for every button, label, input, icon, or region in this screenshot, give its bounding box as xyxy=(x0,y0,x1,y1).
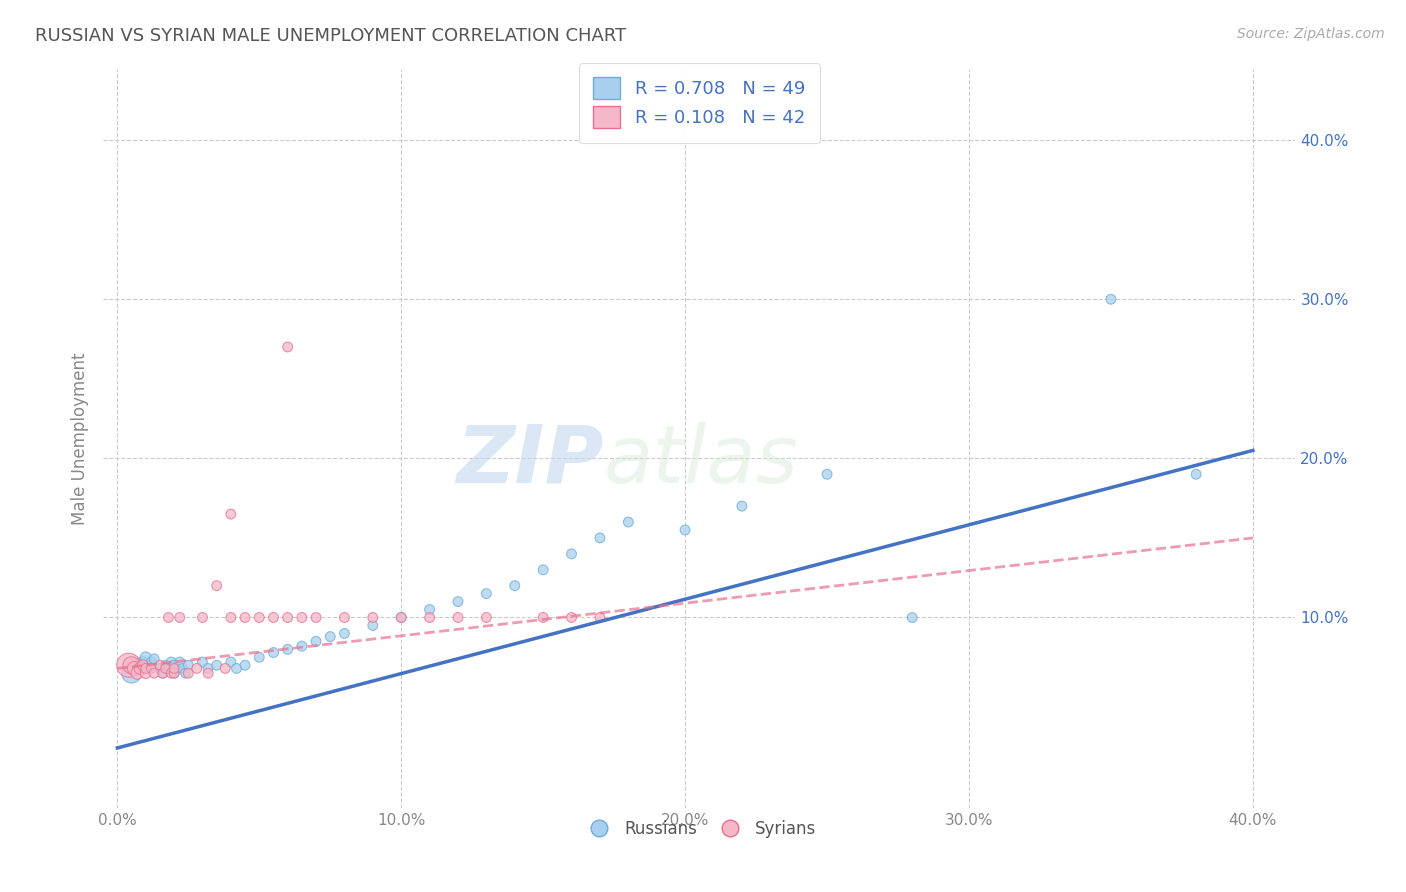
Point xyxy=(389,610,412,624)
Point xyxy=(815,467,838,482)
Point xyxy=(361,618,384,632)
Point xyxy=(143,652,166,666)
Point xyxy=(205,658,228,673)
Point xyxy=(531,610,554,624)
Point xyxy=(186,661,208,675)
Point xyxy=(233,658,256,673)
Point xyxy=(132,655,155,669)
Point xyxy=(247,610,270,624)
Point xyxy=(166,661,188,675)
Point xyxy=(121,658,143,673)
Point xyxy=(219,507,242,521)
Point xyxy=(152,666,174,681)
Point xyxy=(262,610,284,624)
Legend: Russians, Syrians: Russians, Syrians xyxy=(575,814,823,845)
Point xyxy=(277,340,299,354)
Point xyxy=(155,661,177,675)
Point xyxy=(219,610,242,624)
Point xyxy=(561,547,583,561)
Point xyxy=(127,658,149,673)
Point xyxy=(177,658,200,673)
Point xyxy=(361,610,384,624)
Point xyxy=(163,666,186,681)
Point xyxy=(141,655,163,669)
Point xyxy=(319,630,342,644)
Point xyxy=(561,610,583,624)
Point xyxy=(673,523,696,537)
Point xyxy=(419,610,441,624)
Point xyxy=(475,610,498,624)
Point xyxy=(225,661,247,675)
Point xyxy=(129,661,152,675)
Point xyxy=(589,610,612,624)
Point xyxy=(163,666,186,681)
Point xyxy=(172,661,194,675)
Point xyxy=(305,634,328,648)
Point xyxy=(291,639,314,653)
Point xyxy=(141,661,163,675)
Point xyxy=(169,655,191,669)
Point xyxy=(177,666,200,681)
Point xyxy=(157,610,180,624)
Point xyxy=(277,610,299,624)
Point xyxy=(305,610,328,624)
Point xyxy=(160,655,183,669)
Point xyxy=(214,661,236,675)
Point xyxy=(149,658,172,673)
Text: ZIP: ZIP xyxy=(457,422,605,500)
Point xyxy=(157,661,180,675)
Point xyxy=(247,650,270,665)
Point xyxy=(219,655,242,669)
Point xyxy=(447,594,470,608)
Point xyxy=(174,666,197,681)
Point xyxy=(589,531,612,545)
Point xyxy=(197,666,219,681)
Point xyxy=(291,610,314,624)
Point xyxy=(129,658,152,673)
Text: atlas: atlas xyxy=(605,422,799,500)
Point xyxy=(143,666,166,681)
Point xyxy=(389,610,412,624)
Text: Source: ZipAtlas.com: Source: ZipAtlas.com xyxy=(1237,27,1385,41)
Point xyxy=(132,658,155,673)
Point xyxy=(1185,467,1208,482)
Point xyxy=(233,610,256,624)
Point xyxy=(118,658,141,673)
Point xyxy=(333,626,356,640)
Point xyxy=(163,661,186,675)
Point xyxy=(205,579,228,593)
Point xyxy=(163,658,186,673)
Point xyxy=(135,650,157,665)
Point xyxy=(447,610,470,624)
Point xyxy=(731,499,754,513)
Point xyxy=(149,661,172,675)
Point xyxy=(419,602,441,616)
Point xyxy=(121,666,143,681)
Point xyxy=(160,666,183,681)
Point xyxy=(124,661,146,675)
Point xyxy=(127,666,149,681)
Point xyxy=(197,661,219,675)
Point xyxy=(333,610,356,624)
Point xyxy=(191,655,214,669)
Point xyxy=(531,563,554,577)
Point xyxy=(475,587,498,601)
Point xyxy=(135,658,157,673)
Point xyxy=(1099,292,1122,306)
Point xyxy=(503,579,526,593)
Point xyxy=(135,666,157,681)
Point xyxy=(152,666,174,681)
Point xyxy=(901,610,924,624)
Point xyxy=(262,646,284,660)
Point xyxy=(191,610,214,624)
Point xyxy=(617,515,640,529)
Point xyxy=(277,642,299,657)
Point xyxy=(169,610,191,624)
Text: RUSSIAN VS SYRIAN MALE UNEMPLOYMENT CORRELATION CHART: RUSSIAN VS SYRIAN MALE UNEMPLOYMENT CORR… xyxy=(35,27,627,45)
Point xyxy=(155,658,177,673)
Point xyxy=(135,661,157,675)
Y-axis label: Male Unemployment: Male Unemployment xyxy=(72,352,89,524)
